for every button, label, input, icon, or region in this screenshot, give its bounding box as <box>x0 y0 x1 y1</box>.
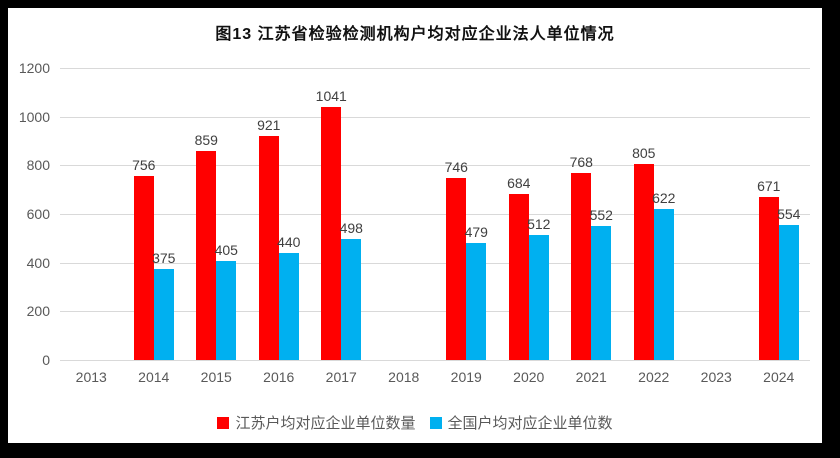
y-axis-tick-label: 600 <box>26 206 50 222</box>
bar-jiangsu-2017 <box>321 106 342 360</box>
bar-national-2015 <box>216 261 237 360</box>
gridline <box>60 262 810 264</box>
x-axis-tick-label: 2024 <box>763 369 795 385</box>
bar-national-2016 <box>278 252 299 360</box>
x-axis-tick-label: 2014 <box>138 369 170 385</box>
x-axis-tick-label: 2020 <box>513 369 545 385</box>
chart-frame: 图13 江苏省检验检测机构户均对应企业法人单位情况 0 200 400 600 800 1… <box>8 8 822 443</box>
x-axis-tick-label: 2021 <box>575 369 607 385</box>
bar-jiangsu-2019 <box>446 178 467 360</box>
legend-label-national: 全国户均对应企业单位数 <box>447 415 613 432</box>
gridline <box>60 311 810 313</box>
bar-national-2014 <box>153 268 174 360</box>
x-axis-tick-label: 2022 <box>638 369 670 385</box>
x-axis-tick-label: 2018 <box>388 369 420 385</box>
legend-item-national: 全国户均对应企业单位数 <box>429 412 613 433</box>
plot-area: 0 200 400 600 800 1000 1200 2013 2014 756 375 2015 8… <box>19 60 810 385</box>
gridline <box>60 214 810 215</box>
bar-value-label: 859 <box>194 131 218 148</box>
y-axis-tick-label: 1000 <box>18 108 50 125</box>
bar-national-2024 <box>778 225 799 360</box>
x-axis-tick-label: 2019 <box>450 369 482 385</box>
bar-value-label: 1041 <box>315 87 347 104</box>
legend-label-jiangsu: 江苏户均对应企业单位数量 <box>235 415 416 432</box>
bar-value-label: 479 <box>464 224 488 241</box>
x-axis-tick-label: 2013 <box>75 369 107 385</box>
bar-value-label: 512 <box>527 216 551 233</box>
bar-jiangsu-2021 <box>571 173 592 360</box>
bar-value-label: 552 <box>589 206 613 223</box>
bar-national-2019 <box>466 243 487 360</box>
bar-value-label: 684 <box>507 174 531 191</box>
bar-value-label: 768 <box>569 154 593 171</box>
gridline <box>60 165 810 167</box>
bar-value-label: 756 <box>132 157 156 174</box>
bar-value-label: 671 <box>757 177 781 194</box>
bar-jiangsu-2016 <box>258 135 279 360</box>
bar-jiangsu-2020 <box>508 193 529 360</box>
bar-national-2022 <box>653 208 674 360</box>
chart-title: 图13 江苏省检验检测机构户均对应企业法人单位情况 <box>215 26 615 43</box>
bar-jiangsu-2014 <box>133 176 154 360</box>
y-axis-tick-label: 800 <box>26 157 50 174</box>
bar-value-label: 746 <box>444 159 468 176</box>
legend-swatch-national-icon <box>429 416 442 429</box>
bar-value-label: 554 <box>777 206 801 223</box>
bar-jiangsu-2022 <box>633 164 654 360</box>
x-axis-tick-label: 2017 <box>325 369 357 385</box>
x-axis-tick-label: 2016 <box>263 369 295 385</box>
bar-value-label: 440 <box>277 233 301 250</box>
bar-national-2021 <box>591 225 612 360</box>
legend-swatch-jiangsu-icon <box>217 416 230 429</box>
bar-value-label: 921 <box>257 116 281 133</box>
bar-national-2017 <box>341 238 362 360</box>
legend: 江苏户均对应企业单位数量 全国户均对应企业单位数 <box>8 412 822 433</box>
y-axis-tick-label: 0 <box>42 352 50 368</box>
bar-jiangsu-2015 <box>196 150 217 360</box>
y-axis-tick-label: 400 <box>26 254 50 271</box>
bar-value-label: 375 <box>152 249 176 266</box>
x-axis-tick-label: 2015 <box>200 369 232 385</box>
y-axis-tick-label: 1200 <box>18 60 50 76</box>
bar-national-2020 <box>528 235 549 360</box>
bar-value-label: 405 <box>214 242 238 259</box>
bar-value-label: 622 <box>652 189 676 206</box>
legend-item-jiangsu: 江苏户均对应企业单位数量 <box>217 412 416 433</box>
bar-value-label: 498 <box>339 219 363 236</box>
bar-jiangsu-2024 <box>758 196 779 360</box>
x-axis-tick-label: 2023 <box>700 369 732 385</box>
gridline <box>60 360 810 361</box>
gridline <box>60 116 810 118</box>
gridline <box>60 68 810 69</box>
bar-value-label: 805 <box>632 145 656 162</box>
y-axis-tick-label: 200 <box>26 303 50 320</box>
